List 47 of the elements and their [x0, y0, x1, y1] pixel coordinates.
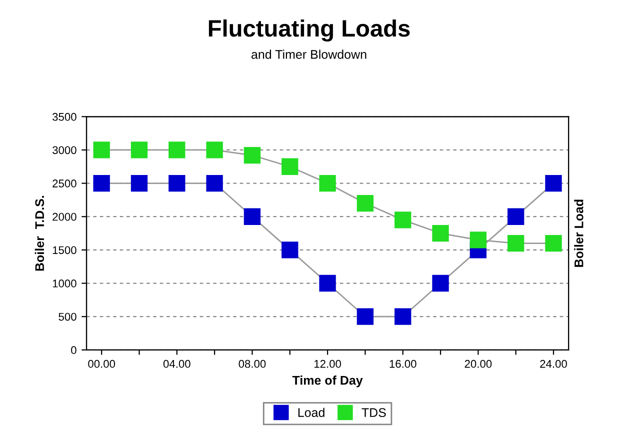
point [508, 208, 524, 225]
point [93, 142, 110, 158]
x-tick-label: 00.00 [88, 360, 116, 368]
point [282, 158, 298, 175]
y-tick-label: 2000 [52, 212, 76, 221]
point [319, 274, 336, 292]
point [508, 234, 524, 252]
point [168, 174, 186, 192]
x-tick-label: 16.00 [390, 360, 416, 368]
point [356, 194, 374, 212]
y-tick-label: 1500 [52, 246, 76, 254]
chart-title: Fluctuating Loads [208, 19, 410, 42]
point [206, 174, 223, 192]
x-tick-label: 12.00 [314, 360, 342, 368]
y-tick-label: 2500 [52, 180, 76, 188]
point [432, 224, 449, 242]
x-tick-label: 04.00 [163, 360, 190, 368]
chart-subtitle: and Timer Blowdown [252, 50, 366, 59]
x-tick-label: 24.00 [540, 360, 567, 368]
point [545, 234, 562, 252]
y-tick-label: 0 [71, 346, 76, 354]
y-tick-label: 3500 [52, 112, 76, 121]
point [168, 142, 186, 158]
point [93, 174, 110, 192]
legend-label: TDS [362, 408, 386, 418]
point [432, 274, 449, 292]
x-tick-label: 08.00 [238, 360, 266, 368]
point [545, 174, 562, 192]
legend-label: Load [298, 408, 324, 418]
y-tick-label: 3000 [52, 146, 76, 154]
point [394, 212, 412, 228]
y2-axis-title: Boiler Load [574, 200, 584, 267]
point [356, 308, 374, 325]
point [319, 174, 336, 192]
x-tick-label: 20.00 [464, 360, 492, 368]
point [206, 142, 223, 158]
point [244, 208, 261, 225]
x-axis-title: Time of Day [292, 376, 363, 388]
point [394, 308, 412, 325]
point [130, 174, 148, 192]
y-tick-label: 1000 [52, 280, 76, 288]
point [244, 146, 261, 164]
point [282, 242, 298, 258]
y-tick-label: 500 [58, 312, 76, 321]
point [470, 232, 487, 248]
y-axis-title: Boiler T.D.S. [34, 196, 44, 271]
point [130, 142, 148, 158]
